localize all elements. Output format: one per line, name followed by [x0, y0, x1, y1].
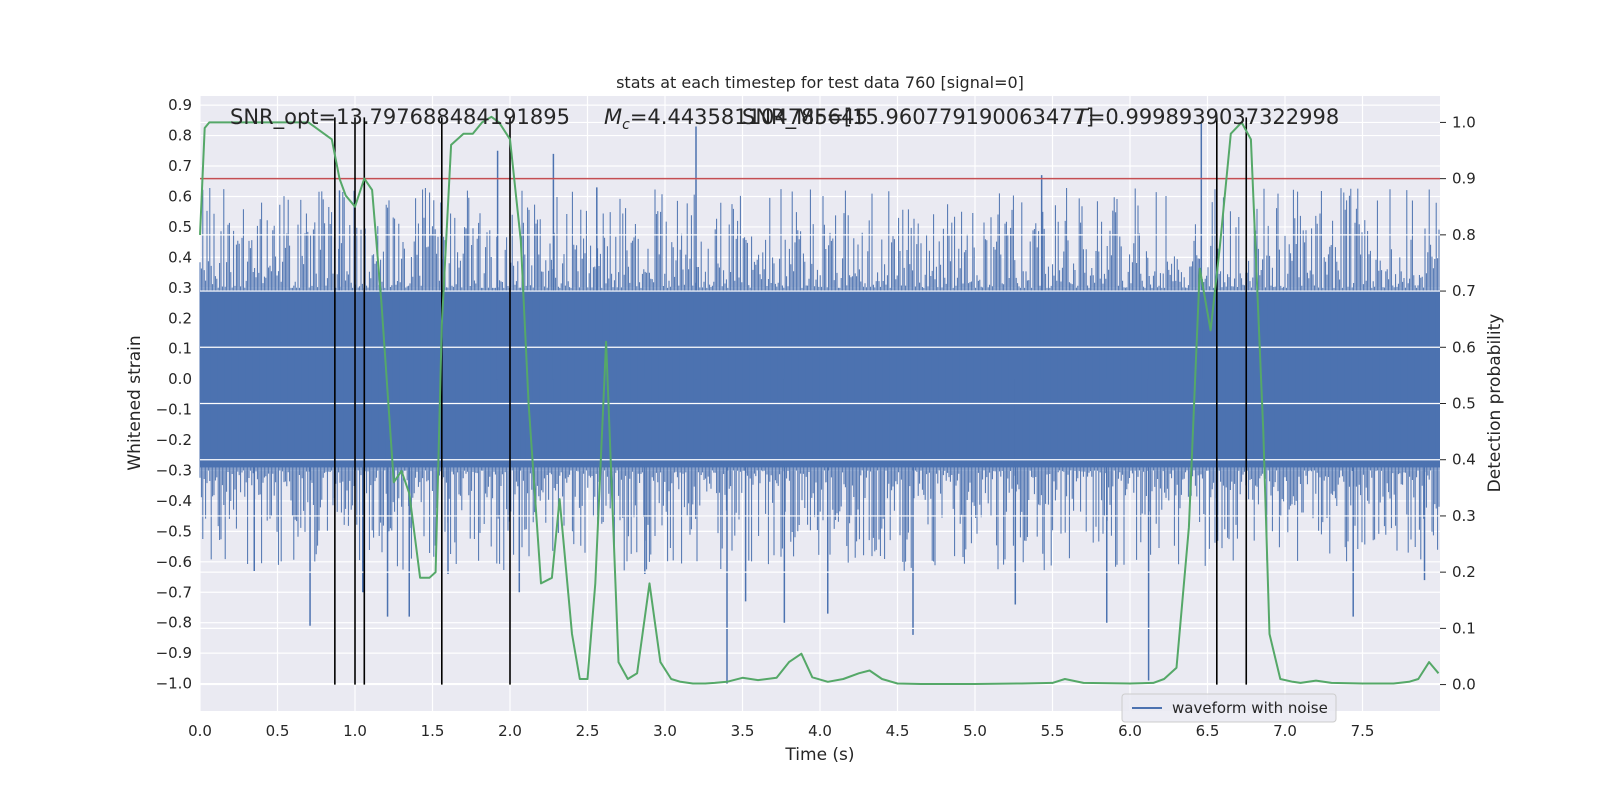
- x-tick-label: 7.0: [1273, 722, 1297, 740]
- x-tick-label: 1.5: [421, 722, 445, 740]
- annotation-t-symbol: T: [1075, 105, 1090, 129]
- y-tick-labels: 0.9 0.8 0.7 0.6 0.5 0.4 0.3 0.2 0.1 0.0 −0.1 −0.2 −0…: [156, 96, 192, 692]
- y-tick-label: 0.3: [168, 279, 192, 297]
- y2-tick-label: 0.9: [1452, 170, 1476, 188]
- y2-tick-label: 0.7: [1452, 282, 1476, 300]
- x-tick-label: 4.0: [808, 722, 832, 740]
- y-tick-label: −1.0: [156, 675, 192, 693]
- y2-tick-label: 0.1: [1452, 619, 1476, 637]
- y-tick-label: −0.8: [156, 614, 192, 632]
- y-tick-label: −0.5: [156, 522, 192, 540]
- y-tick-label: −0.7: [156, 583, 192, 601]
- y2-tick-label: 0.8: [1452, 226, 1476, 244]
- y2-axis-label: Detection probability: [1485, 314, 1505, 493]
- waveform-noise: [199, 188, 1440, 571]
- annotation-snr-mf: SNR_MF=[15.960779190063477]: [742, 105, 1094, 130]
- waveform-series: [199, 123, 1440, 684]
- y-tick-label: −0.6: [156, 553, 192, 571]
- y-tick-label: −0.1: [156, 401, 192, 419]
- y-tick-label: 0.2: [168, 309, 192, 327]
- legend-box: [1121, 693, 1337, 723]
- vertical-markers: [334, 117, 1248, 685]
- probability-series: [199, 115, 1440, 685]
- y-tick-label: −0.2: [156, 431, 192, 449]
- y-tick-label: 0.6: [168, 187, 192, 205]
- annotation-mc-value: =4.443581104785645: [630, 105, 868, 129]
- y2-tick-label: 0.5: [1452, 395, 1476, 413]
- x-tick-label: 2.5: [576, 722, 600, 740]
- x-tick-label: 5.0: [963, 722, 987, 740]
- x-tick-label: 4.5: [886, 722, 910, 740]
- y-tick-label: 0.8: [168, 127, 192, 145]
- y-axis-label: Whitened strain: [125, 335, 145, 470]
- annotation-mc-symbol: M: [604, 105, 622, 129]
- x-tick-label: 3.5: [731, 722, 755, 740]
- annotation-t: T=0.9998939037322998: [1075, 105, 1339, 129]
- y-tick-label: 0.0: [168, 370, 192, 388]
- annotation-mc-subscript: c: [622, 117, 630, 133]
- y2-tick-label: 1.0: [1452, 113, 1476, 131]
- x-tick-label: 0.5: [266, 722, 290, 740]
- x-tick-label: 1.0: [343, 722, 367, 740]
- legend: waveform with noise: [1121, 693, 1337, 723]
- y-tick-label: 0.4: [168, 248, 192, 266]
- annotation-snr-opt: SNR_opt=13.797688484191895: [230, 105, 570, 130]
- y2-tick-label: 0.4: [1452, 451, 1476, 469]
- x-tick-label: 3.0: [653, 722, 677, 740]
- x-tick-label: 2.0: [498, 722, 522, 740]
- x-tick-label: 6.5: [1196, 722, 1220, 740]
- y2-tick-label: 0.0: [1452, 676, 1476, 694]
- annotation-mc: Mc=4.443581104785645: [604, 105, 868, 133]
- y-tick-label: 0.5: [168, 218, 192, 236]
- y-tick-label: −0.4: [156, 492, 192, 510]
- legend-label: waveform with noise: [1172, 699, 1328, 717]
- y-tick-label: 0.1: [168, 340, 192, 358]
- y2-tick-label: 0.6: [1452, 338, 1476, 356]
- x-tick-label: 7.5: [1351, 722, 1375, 740]
- x-tick-label: 5.5: [1041, 722, 1065, 740]
- y-tick-label: 0.7: [168, 157, 192, 175]
- x-axis-label: Time (s): [784, 745, 854, 765]
- annotation-t-value: =0.9998939037322998: [1088, 105, 1339, 129]
- y2-tick-labels: 1.0 0.9 0.8 0.7 0.6 0.5 0.4 0.3 0.2 0.1 0.0: [1440, 113, 1476, 694]
- y2-tick-label: 0.3: [1452, 507, 1476, 525]
- chart-title: stats at each timestep for test data 760…: [616, 73, 1024, 92]
- y-tick-label: −0.9: [156, 644, 192, 662]
- y2-tick-label: 0.2: [1452, 563, 1476, 581]
- x-tick-label: 0.0: [188, 722, 212, 740]
- probability-line: [199, 115, 1440, 685]
- y-tick-label: 0.9: [168, 96, 192, 114]
- x-tick-label: 6.0: [1118, 722, 1142, 740]
- y-tick-label: −0.3: [156, 461, 192, 479]
- x-tick-labels: 0.0 0.5 1.0 1.5 2.0 2.5 3.0 3.5 4.0 4.5 5.0 5.5 6.0 6…: [188, 722, 1374, 740]
